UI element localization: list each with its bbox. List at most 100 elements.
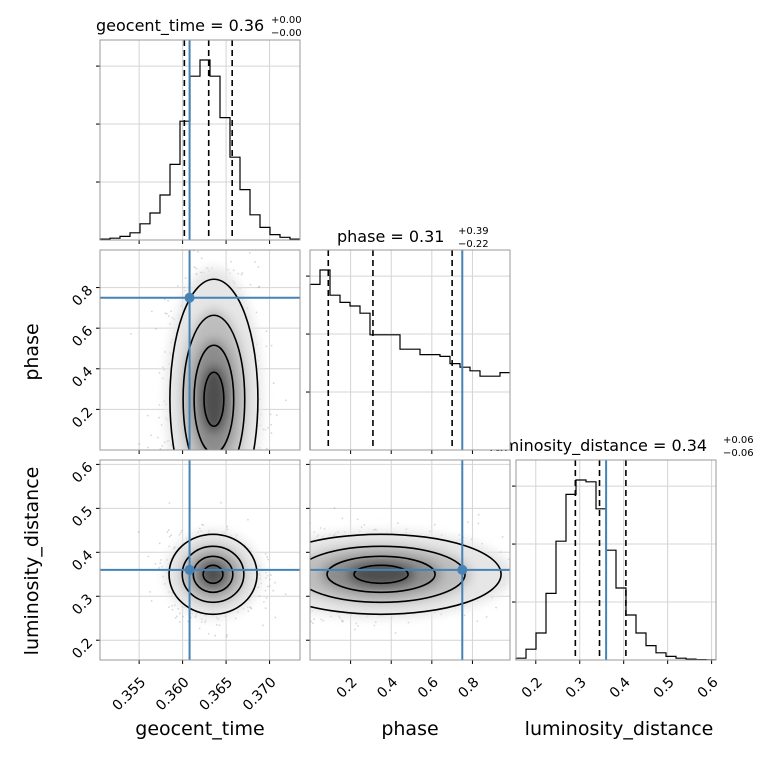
scatter-geocent-time-vs-phase-sample [138, 443, 141, 445]
scatter-geocent-time-vs-luminosity-distance-sample [274, 616, 277, 619]
scatter-geocent-time-vs-luminosity-distance-sample [158, 542, 161, 545]
title-geocent-time-plus: +0.00 [271, 15, 302, 26]
scatter-geocent-time-vs-phase-sample [195, 273, 198, 275]
scatter-geocent-time-vs-luminosity-distance-sample [234, 617, 237, 620]
scatter-geocent-time-vs-luminosity-distance-sample [137, 531, 140, 534]
scatter-geocent-time-vs-luminosity-distance-contour-3 [202, 564, 224, 585]
scatter-phase-vs-luminosity-distance-truth-point [457, 564, 468, 575]
xlabel-phase: phase [381, 718, 438, 740]
scatter-geocent-time-vs-phase-sample [200, 257, 203, 260]
scatter-phase-vs-luminosity-distance-sample [374, 621, 377, 623]
scatter-phase-vs-luminosity-distance-sample [330, 615, 333, 618]
scatter-phase-vs-luminosity-distance-sample [341, 517, 344, 520]
scatter-geocent-time-vs-phase-sample [158, 416, 160, 419]
scatter-phase-vs-luminosity-distance-frame [309, 459, 511, 661]
scatter-geocent-time-vs-phase-sample [150, 434, 153, 437]
scatter-phase-vs-luminosity-distance-sample [322, 619, 325, 622]
scatter-geocent-time-vs-phase-sample [285, 399, 287, 402]
scatter-geocent-time-vs-phase-sample [230, 260, 232, 263]
scatter-phase-vs-luminosity-distance-sample [356, 518, 359, 521]
scatter-geocent-time-vs-luminosity-distance-sample [264, 589, 267, 592]
scatter-geocent-time-vs-phase-contour-3 [203, 371, 225, 428]
scatter-geocent-time-vs-luminosity-distance-sample [264, 607, 267, 610]
scatter-geocent-time-vs-luminosity-distance-sample [260, 582, 263, 585]
scatter-geocent-time-vs-phase-sample [269, 413, 272, 416]
hist-luminosity-distance-frame [515, 459, 717, 661]
scatter-geocent-time-vs-luminosity-distance-sample [171, 608, 174, 611]
scatter-geocent-time-vs-phase-sample [166, 440, 169, 443]
scatter-geocent-time-vs-phase-content [100, 250, 300, 450]
xtick-label-luminosity-distance-4: 0.6 [695, 674, 722, 701]
hist-phase-steps [309, 269, 510, 450]
scatter-geocent-time-vs-luminosity-distance-contour-2 [192, 555, 234, 594]
scatter-geocent-time-vs-luminosity-distance-sample [218, 624, 221, 627]
scatter-geocent-time-vs-phase-sample [275, 414, 278, 417]
scatter-geocent-time-vs-phase-sample [183, 286, 186, 289]
scatter-geocent-time-vs-phase-sample [270, 344, 273, 347]
scatter-geocent-time-vs-luminosity-distance-sample [154, 562, 157, 565]
scatter-geocent-time-vs-phase-sample [272, 382, 275, 385]
scatter-phase-vs-luminosity-distance-sample [323, 528, 326, 530]
scatter-phase-vs-luminosity-distance-sample [466, 521, 469, 524]
scatter-geocent-time-vs-luminosity-distance-sample [201, 523, 203, 526]
scatter-geocent-time-vs-luminosity-distance-sample [150, 600, 153, 602]
scatter-geocent-time-vs-luminosity-distance-sample [178, 533, 181, 536]
scatter-geocent-time-vs-phase-sample [160, 424, 163, 426]
scatter-geocent-time-vs-luminosity-distance-density-3 [200, 563, 226, 586]
scatter-phase-vs-luminosity-distance-sample [354, 628, 356, 631]
scatter-geocent-time-vs-phase-truth-point [184, 292, 195, 303]
scatter-phase-vs-luminosity-distance-sample [501, 536, 504, 538]
scatter-geocent-time-vs-luminosity-distance-sample [226, 525, 229, 528]
title-luminosity-distance-minus: −0.06 [723, 448, 754, 459]
scatter-geocent-time-vs-luminosity-distance-sample [266, 585, 269, 588]
scatter-phase-vs-luminosity-distance-contour-3 [353, 564, 409, 585]
scatter-geocent-time-vs-luminosity-distance-sample [200, 618, 203, 620]
scatter-phase-vs-luminosity-distance-sample [405, 528, 408, 531]
scatter-phase-vs-luminosity-distance-sample [485, 616, 488, 618]
scatter-geocent-time-vs-phase-sample [265, 330, 268, 333]
ytick-label-phase-3: 0.8 [69, 283, 96, 310]
scatter-geocent-time-vs-luminosity-distance-sample [265, 597, 268, 600]
scatter-phase-vs-luminosity-distance-sample [337, 531, 339, 533]
scatter-geocent-time-vs-phase-sample [257, 266, 260, 268]
title-luminosity-distance-plus: +0.06 [723, 435, 754, 446]
scatter-geocent-time-vs-luminosity-distance-sample [178, 612, 181, 615]
xtick-label-luminosity-distance-0: 0.2 [519, 674, 546, 701]
scatter-geocent-time-vs-luminosity-distance-sample [168, 545, 171, 548]
scatter-geocent-time-vs-luminosity-distance-sample [163, 583, 166, 585]
scatter-phase-vs-luminosity-distance-content [310, 460, 510, 660]
scatter-phase-vs-luminosity-distance-sample [357, 625, 359, 627]
scatter-geocent-time-vs-luminosity-distance-sample [266, 556, 269, 558]
ytick-label-luminosity-distance-3: 0.5 [69, 503, 96, 530]
scatter-geocent-time-vs-phase-sample [163, 441, 166, 444]
scatter-phase-vs-luminosity-distance-sample [481, 542, 483, 545]
scatter-geocent-time-vs-phase-sample [176, 285, 179, 287]
scatter-geocent-time-vs-luminosity-distance-sample [168, 535, 171, 538]
scatter-geocent-time-vs-phase-sample [257, 286, 260, 289]
scatter-geocent-time-vs-phase-sample [158, 371, 161, 374]
scatter-geocent-time-vs-phase-contour-0 [169, 278, 259, 450]
scatter-phase-vs-luminosity-distance-sample [363, 523, 366, 526]
scatter-geocent-time-vs-luminosity-distance-sample [173, 604, 176, 607]
scatter-geocent-time-vs-luminosity-distance-sample [147, 555, 150, 558]
scatter-geocent-time-vs-phase-sample [249, 283, 252, 286]
scatter-geocent-time-vs-luminosity-distance-sample [270, 574, 272, 576]
scatter-geocent-time-vs-phase-sample [228, 272, 231, 275]
scatter-phase-vs-luminosity-distance-sample [341, 620, 344, 623]
scatter-geocent-time-vs-luminosity-distance-sample [174, 617, 177, 619]
scatter-geocent-time-vs-phase-sample [170, 310, 173, 313]
scatter-geocent-time-vs-luminosity-distance-sample [250, 607, 253, 610]
ytick-label-luminosity-distance-4: 0.6 [69, 459, 96, 486]
scatter-geocent-time-vs-luminosity-distance-content [100, 460, 300, 660]
scatter-phase-vs-luminosity-distance-sample [374, 528, 376, 531]
scatter-geocent-time-vs-luminosity-distance-contour-1 [181, 545, 245, 604]
scatter-geocent-time-vs-phase-sample [158, 404, 161, 406]
ytick-label-luminosity-distance-1: 0.3 [69, 591, 96, 618]
scatter-geocent-time-vs-phase-sample [167, 299, 169, 302]
scatter-geocent-time-vs-luminosity-distance-sample [262, 624, 264, 627]
scatter-geocent-time-vs-phase-sample [163, 400, 166, 403]
xtick-label-geocent-time-2: 0.365 [197, 674, 237, 714]
scatter-geocent-time-vs-phase-sample [193, 266, 196, 269]
scatter-geocent-time-vs-luminosity-distance-sample [235, 534, 238, 537]
scatter-geocent-time-vs-luminosity-distance-sample [158, 567, 160, 569]
